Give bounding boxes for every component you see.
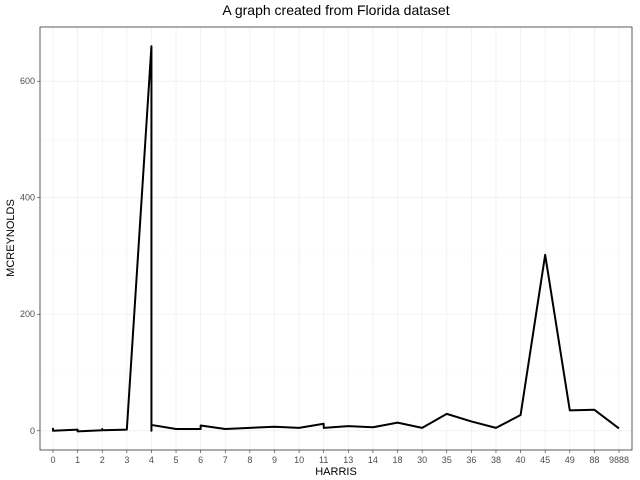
x-tick-label: 11: [319, 455, 328, 465]
x-tick-label: 3: [124, 455, 129, 465]
y-tick-label: 0: [30, 426, 35, 436]
x-tick-label: 4: [149, 455, 154, 465]
x-tick-label: 49: [565, 455, 575, 465]
x-tick-label: 9888: [609, 455, 629, 465]
x-tick-label: 35: [442, 455, 452, 465]
y-tick-label: 400: [20, 193, 35, 203]
x-axis: 0 1 2 3 4 5 6 7 8 9 10 11 13 14 18 30 35 36 38 40 45 49 88 9888: [50, 450, 629, 465]
x-tick-label: 7: [223, 455, 228, 465]
y-axis-title: MCREYNOLDS: [5, 199, 17, 277]
x-tick-label: 13: [343, 455, 353, 465]
x-tick-label: 88: [589, 455, 599, 465]
x-tick-label: 14: [368, 455, 378, 465]
x-tick-label: 5: [174, 455, 179, 465]
series-line: [52, 45, 620, 433]
x-tick-label: 45: [540, 455, 550, 465]
y-tick-label: 600: [20, 76, 35, 86]
x-axis-title: HARRIS: [315, 466, 357, 478]
x-tick-label: 36: [466, 455, 476, 465]
chart-title: A graph created from Florida dataset: [222, 2, 449, 18]
x-tick-label: 30: [417, 455, 427, 465]
x-tick-label: 1: [75, 455, 80, 465]
x-tick-label: 38: [491, 455, 501, 465]
plot-panel: [39, 26, 633, 451]
y-tick-label: 200: [20, 309, 35, 319]
x-tick-label: 8: [247, 455, 252, 465]
series: [52, 45, 620, 433]
x-tick-label: 9: [272, 455, 277, 465]
x-tick-label: 6: [198, 455, 203, 465]
x-tick-label: 2: [100, 455, 105, 465]
x-tick-label: 18: [393, 455, 403, 465]
x-tick-label: 10: [294, 455, 304, 465]
x-tick-label: 40: [516, 455, 526, 465]
x-tick-label: 0: [50, 455, 55, 465]
plot-panel-border: [39, 26, 633, 451]
y-axis: 0 200 400 600: [20, 76, 40, 436]
